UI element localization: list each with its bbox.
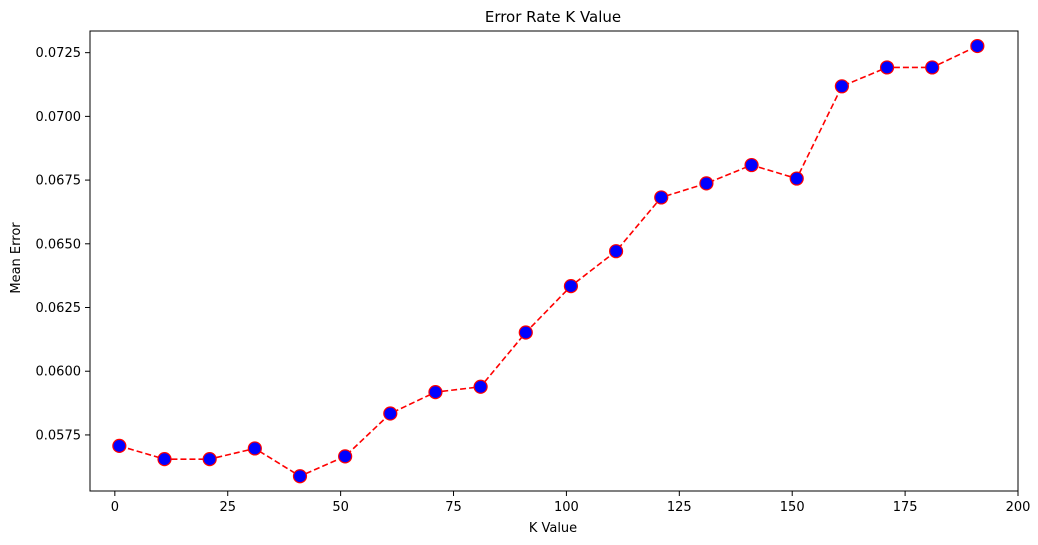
- y-tick-label: 0.0725: [36, 46, 82, 61]
- data-point: [789, 171, 804, 186]
- x-tick-label: 75: [445, 500, 462, 515]
- data-point: [157, 452, 172, 467]
- data-point: [383, 406, 398, 421]
- series-line: [119, 45, 978, 478]
- data-point: [473, 379, 488, 394]
- y-tick-label: 0.0650: [36, 237, 82, 252]
- x-tick-label: 100: [554, 500, 579, 515]
- data-point: [699, 176, 714, 191]
- data-point: [834, 79, 849, 94]
- y-tick-label: 0.0675: [36, 174, 82, 189]
- chart-title: Error Rate K Value: [485, 8, 621, 26]
- x-tick-label: 150: [780, 500, 805, 515]
- y-tick-label: 0.0600: [36, 365, 82, 380]
- data-point: [744, 157, 759, 173]
- data-point: [428, 385, 443, 400]
- plot-area: [89, 30, 1019, 492]
- data-point: [970, 38, 985, 54]
- data-point: [247, 441, 262, 456]
- x-axis: 0 25 50 75 100 125 150 175 200: [111, 491, 1031, 515]
- x-tick-label: 0: [111, 500, 119, 515]
- x-tick-label: 200: [1006, 500, 1031, 515]
- x-tick-label: 125: [667, 500, 692, 515]
- y-axis-label: Mean Error: [9, 222, 24, 294]
- x-tick-label: 175: [893, 500, 918, 515]
- data-point: [654, 190, 669, 205]
- data-point: [608, 244, 624, 259]
- y-tick-label: 0.0625: [36, 301, 82, 316]
- data-point: [563, 279, 579, 294]
- data-point: [292, 469, 308, 484]
- data-point: [338, 449, 353, 464]
- x-tick-label: 50: [332, 500, 349, 515]
- y-tick-label: 0.0700: [36, 110, 82, 125]
- x-tick-label: 25: [219, 500, 236, 515]
- y-tick-label: 0.0575: [36, 428, 82, 443]
- x-axis-label: K Value: [529, 521, 577, 536]
- plot-frame: [89, 30, 1019, 492]
- y-axis: 0.0575 0.0600 0.0625 0.0650 0.0675 0.0700 0.07…: [36, 46, 90, 443]
- series-layer: [112, 38, 985, 484]
- data-point: [518, 325, 533, 340]
- data-point: [925, 60, 940, 75]
- data-point: [112, 438, 127, 453]
- data-point: [879, 60, 895, 75]
- data-point: [202, 452, 217, 467]
